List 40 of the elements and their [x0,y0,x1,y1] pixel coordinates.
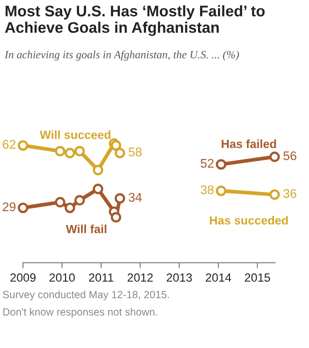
x-tick-label: 2014 [206,273,232,282]
series-label: Will succeed [40,130,110,140]
data-label: 38 [200,185,214,194]
x-tick-label: 2015 [244,273,270,282]
point [54,196,66,208]
chart-subtitle: In achieving its goals in Afghanistan, the U.S. ... (%) [4,50,239,61]
data-label: 29 [2,202,16,212]
point [74,146,85,156]
point [92,164,104,176]
series-label: Has succeded [210,216,288,225]
text: Survey conducted May 12-18, 2015. [2,290,169,300]
chart-title: Most Say U.S. Has ‘Mostly Failed’ to Achieve Goals in Afghanistan [5,5,265,36]
point [18,202,28,214]
text: Don't know responses not shown. [3,308,157,318]
point [64,148,76,158]
data-label: 52 [200,158,214,168]
point [216,186,226,196]
x-tick-label: 2011 [89,273,114,282]
point [64,202,76,214]
point [74,195,85,206]
series-label: Has failed [222,139,276,148]
point [114,193,126,204]
x-tick-label: 2012 [128,273,153,282]
point [269,189,280,200]
x-tick-label: 2009 [10,273,36,282]
data-label: 56 [283,151,296,160]
point [114,148,126,158]
point [92,184,104,194]
x-tick-label: 2013 [166,273,192,282]
point [54,146,66,156]
data-label: 58 [128,148,142,156]
point [269,152,280,162]
point [18,140,28,151]
point [110,212,122,223]
data-label: 62 [2,140,16,149]
x-tick-label: 2010 [50,273,75,282]
point [216,159,226,170]
series-label: Will fail [66,224,106,234]
data-label: 36 [283,189,296,198]
data-label: 34 [128,192,142,202]
